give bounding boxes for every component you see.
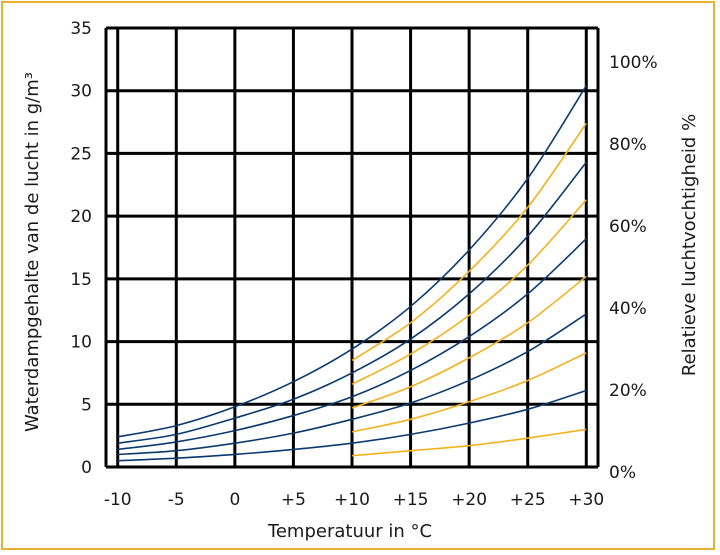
y-tick-labels: 0 5 10 15 20 25 30 35 [70,19,92,478]
y2-tick-label: 60% [609,217,647,237]
y2-tick-label: 40% [609,299,647,319]
y2-tick-label: 80% [609,135,647,155]
x-tick-label: -10 [104,490,132,510]
y2-tick-label: 100% [609,53,658,73]
y-tick-label: 10 [70,333,92,353]
rh-curve-100 [117,85,587,438]
y-tick-label: 20 [70,207,92,227]
x-tick-label: -5 [168,490,185,510]
rh-curve-10 [351,428,587,457]
y-tick-label: 15 [70,270,92,290]
x-tick-label: +10 [334,490,370,510]
x-tick-label: 0 [229,490,240,510]
rh-curve-40 [117,313,587,456]
x-tick-labels: -10 -5 0 +5 +10 +15 +20 +25 +30 [104,490,604,510]
rh-curve-80 [117,161,587,444]
rh-curve-50 [351,275,587,409]
rh-curve-90 [351,122,587,362]
y-tick-label: 5 [81,395,92,415]
x-axis-title: Temperatuur in °C [267,521,432,542]
y2-axis-title: Relatieve luchtvochtigheid % [679,114,700,376]
y-tick-label: 30 [70,82,92,102]
x-tick-label: +5 [281,490,306,510]
y2-tick-label: 20% [609,381,647,401]
y-axis-title: Waterdampgehalte van de lucht in g/m³ [22,72,43,432]
rh-curve-60 [117,238,587,451]
y-tick-label: 35 [70,19,92,39]
rh-curve-20 [117,389,587,462]
y-tick-label: 25 [70,144,92,164]
y2-tick-label: 0% [609,463,636,483]
grid [104,26,600,469]
x-tick-label: +20 [451,490,487,510]
rh-curve-70 [351,199,587,385]
curves [117,85,587,462]
y-tick-label: 0 [81,458,92,478]
y2-tick-labels: 0% 20% 40% 60% 80% 100% [609,53,658,483]
rh-curve-30 [351,352,587,433]
x-tick-label: +25 [510,490,546,510]
x-tick-label: +15 [393,490,429,510]
x-tick-label: +30 [568,490,604,510]
